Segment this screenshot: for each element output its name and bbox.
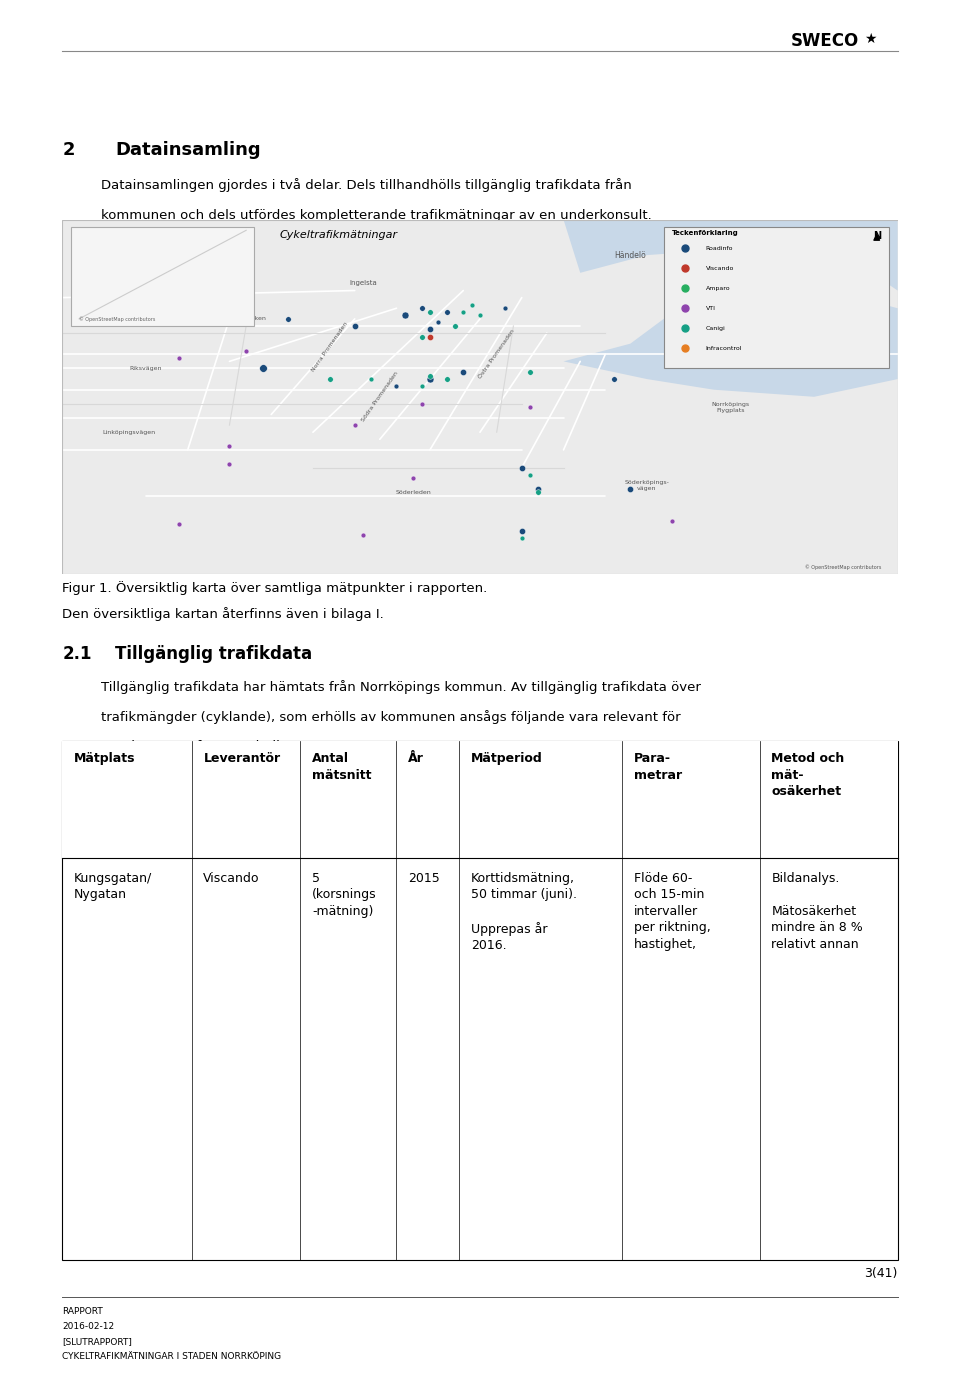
Text: Viscando: Viscando (204, 872, 260, 884)
Text: Tillgänglig trafikdata: Tillgänglig trafikdata (115, 645, 312, 663)
Text: Datainsamling: Datainsamling (115, 141, 261, 159)
Text: Canigi: Canigi (706, 325, 725, 331)
Text: trafikmängder (cyklande), som erhölls av kommunen ansågs följande vara relevant : trafikmängder (cyklande), som erhölls av… (101, 710, 681, 724)
Text: Den översiktliga kartan återfinns även i bilaga I.: Den översiktliga kartan återfinns även i… (62, 607, 384, 621)
Text: kommunen och dels utfördes kompletterande trafikmätningar av en underkonsult.: kommunen och dels utfördes kompletterand… (101, 209, 652, 221)
Text: © OpenStreetMap contributors: © OpenStreetMap contributors (804, 564, 881, 570)
Text: Para-
metrar: Para- metrar (634, 752, 682, 781)
Text: Kungsgatan/
Nygatan: Kungsgatan/ Nygatan (74, 872, 153, 901)
Text: 2: 2 (62, 141, 75, 159)
Text: Figur 1. Översiktlig karta över samtliga mätpunkter i rapporten.: Figur 1. Översiktlig karta över samtliga… (62, 581, 488, 595)
Text: Tillgänglig trafikdata har hämtats från Norrköpings kommun. Av tillgänglig trafi: Tillgänglig trafikdata har hämtats från … (101, 680, 701, 693)
Text: 2016-02-12: 2016-02-12 (62, 1322, 114, 1332)
Text: Himmelstalundsparken: Himmelstalundsparken (193, 316, 266, 321)
Bar (62, 741, 898, 1260)
Text: ★: ★ (864, 32, 876, 45)
Text: Leverantör: Leverantör (204, 752, 280, 765)
Text: Östra Promenaden: Östra Promenaden (478, 328, 516, 380)
Bar (663, 227, 889, 368)
Text: [SLUTRAPPORT]: [SLUTRAPPORT] (62, 1337, 132, 1347)
Text: CYKELTRAFIKMÄTNINGAR I STADEN NORRKÖPING: CYKELTRAFIKMÄTNINGAR I STADEN NORRKÖPING (62, 1352, 281, 1362)
Text: © OpenStreetMap contributors: © OpenStreetMap contributors (79, 317, 156, 323)
Text: Viscando: Viscando (706, 265, 733, 270)
Text: Amparo: Amparo (706, 286, 731, 291)
Text: Norra Promenaden: Norra Promenaden (311, 321, 348, 373)
Text: Antal
mätsnitt: Antal mätsnitt (312, 752, 372, 781)
Text: Datainsamlingen gjordes i två delar. Dels tillhandhölls tillgänglig trafikdata f: Datainsamlingen gjordes i två delar. Del… (101, 178, 632, 192)
Text: Cykeltrafikmätningar: Cykeltrafikmätningar (279, 231, 397, 240)
Text: Metod och
mät-
osäkerhet: Metod och mät- osäkerhet (771, 752, 845, 799)
Text: Mätplats: Mätplats (74, 752, 135, 765)
Text: Riksvägen: Riksvägen (130, 367, 162, 371)
Text: Mätperiod: Mätperiod (470, 752, 542, 765)
Text: Södra Promenaden: Södra Promenaden (361, 371, 399, 423)
Text: RAPPORT: RAPPORT (62, 1307, 103, 1317)
Text: Infracontrol: Infracontrol (706, 346, 742, 351)
Text: Bildanalys.

Mätosäkerhet
mindre än 8 %
relativt annan: Bildanalys. Mätosäkerhet mindre än 8 % r… (771, 872, 863, 951)
Text: Söderleden: Söderleden (396, 490, 431, 494)
Text: Korttidsmätning,
50 timmar (juni).

Upprepas år
2016.: Korttidsmätning, 50 timmar (juni). Uppre… (470, 872, 577, 951)
Text: Roadinfo: Roadinfo (706, 246, 733, 250)
Bar (62, 741, 898, 858)
Text: N: N (873, 231, 880, 240)
Text: VTI: VTI (706, 306, 715, 310)
Text: 5
(korsnings
-mätning): 5 (korsnings -mätning) (312, 872, 376, 919)
Text: År: År (408, 752, 424, 765)
Text: 2015: 2015 (408, 872, 440, 884)
Text: 2.1: 2.1 (62, 645, 92, 663)
Text: Flöde 60-
och 15-min
intervaller
per riktning,
hastighet,: Flöde 60- och 15-min intervaller per rik… (634, 872, 710, 951)
Text: Norrköpings
Flygplats: Norrköpings Flygplats (711, 402, 750, 413)
Polygon shape (564, 220, 898, 291)
Text: Ingelsta: Ingelsta (349, 280, 377, 287)
Text: Söderköpings-
vägen: Söderköpings- vägen (625, 481, 669, 490)
Text: Teckenförklaring: Teckenförklaring (672, 231, 739, 236)
Text: 3(41): 3(41) (864, 1267, 898, 1280)
Bar (71, 227, 254, 325)
Text: uppdragets syfte, se tabell 1.: uppdragets syfte, se tabell 1. (101, 740, 297, 752)
Text: Linköpingsvägen: Linköpingsvägen (103, 430, 156, 435)
Polygon shape (564, 283, 898, 397)
Text: SWECO: SWECO (791, 32, 859, 49)
Text: Händelö: Händelö (614, 251, 646, 259)
